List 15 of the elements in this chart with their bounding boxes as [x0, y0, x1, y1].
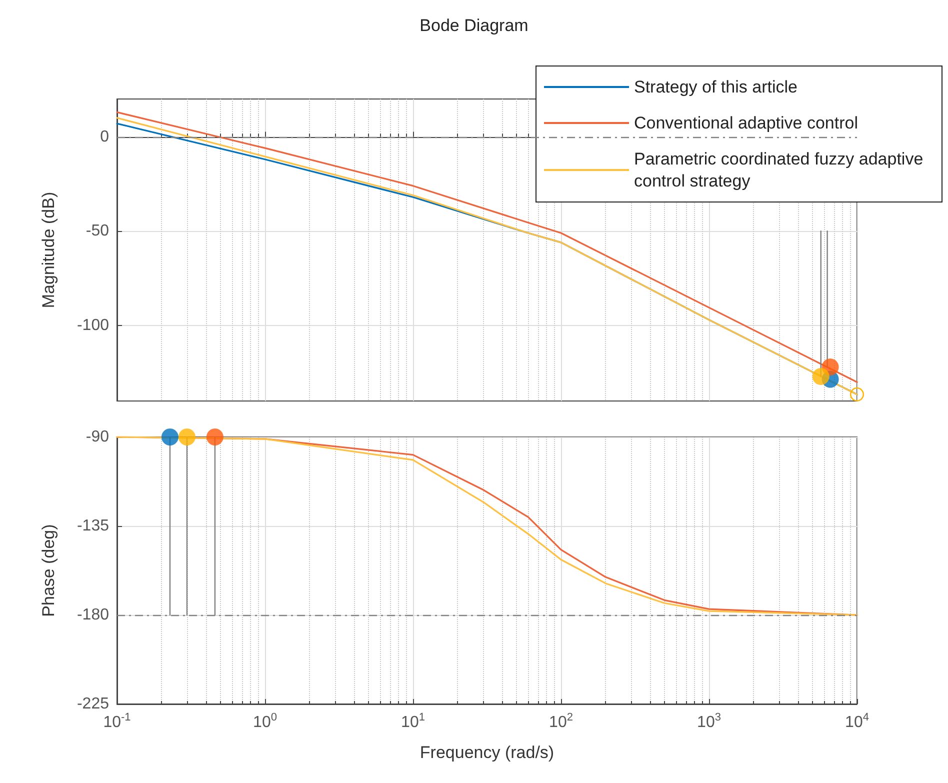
legend-label: Parametric coordinated fuzzy adaptive control strategy — [634, 150, 928, 190]
y-tick-label: -180 — [76, 606, 110, 624]
legend-label: Strategy of this article — [634, 78, 798, 96]
legend-label: Conventional adaptive control — [634, 114, 858, 132]
y-tick-label: -135 — [76, 518, 110, 534]
chart-title: Bode Diagram — [420, 16, 528, 35]
x-axis-title: Frequency (rad/s) — [420, 743, 554, 762]
y-axis-title: Phase (deg) — [39, 524, 58, 617]
point — [850, 387, 864, 402]
y-tick-label: -50 — [86, 222, 110, 240]
y-tick-label: -90 — [86, 428, 110, 446]
y-axis-title: Magnitude (dB) — [39, 192, 58, 308]
y-tick-label: -225 — [76, 696, 110, 712]
y-tick-label: 0 — [100, 128, 110, 146]
y-tick-label: -100 — [76, 317, 110, 334]
